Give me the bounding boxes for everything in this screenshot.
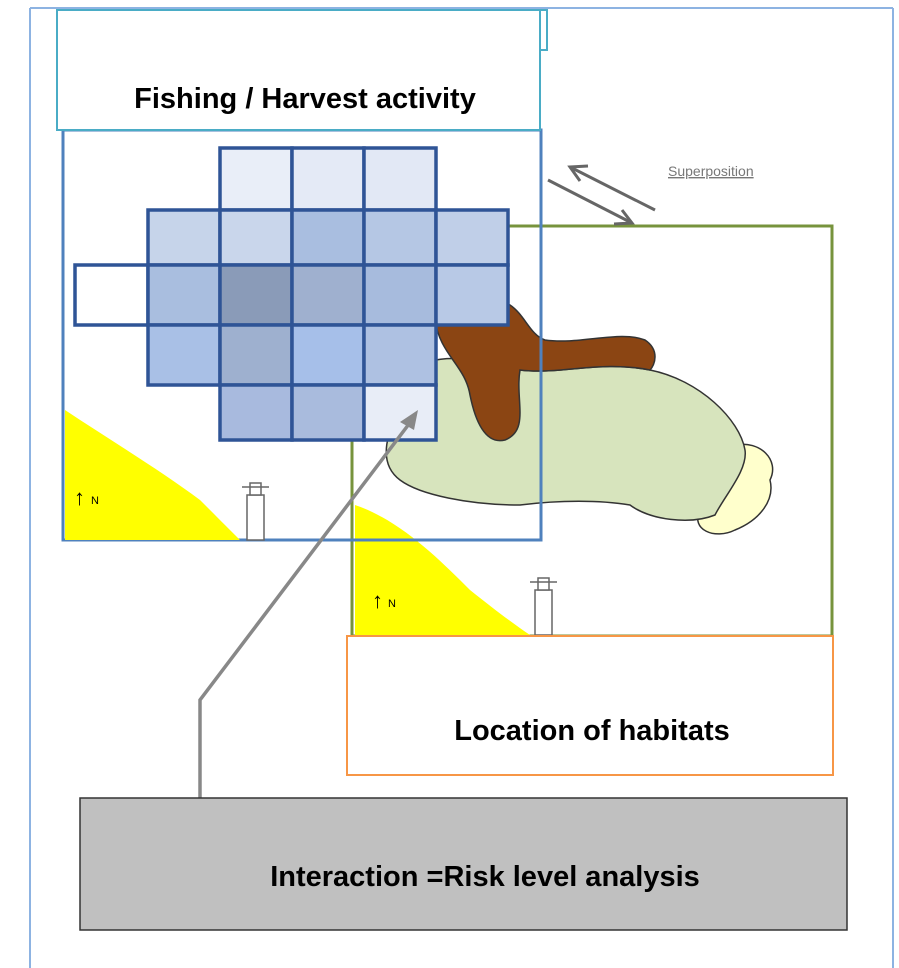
grid-cell: [290, 146, 366, 212]
north-arrow: ↑: [74, 485, 85, 510]
coast: [355, 505, 530, 635]
grid-cell: [73, 263, 150, 327]
interaction-label: Interaction =Risk level analysis: [270, 861, 700, 893]
coast: [65, 410, 240, 540]
outer-frame: [29, 7, 894, 968]
grid-cell: [146, 263, 222, 327]
grid-cell: [290, 383, 366, 442]
grid-cell: [362, 383, 438, 442]
grid-cell: [362, 323, 438, 387]
connector: [198, 418, 414, 800]
title: Fishing / Harvest activity: [134, 83, 476, 115]
habitat: [434, 299, 656, 442]
grid-cell: [218, 263, 294, 327]
grid-cell: [290, 208, 366, 267]
interaction-box: [79, 797, 848, 931]
grid-cell: [218, 208, 294, 267]
grid-cell: [362, 146, 438, 212]
habitats-label: Location of habitats: [454, 715, 730, 747]
north-arrow: ↑: [372, 588, 383, 613]
grid-cell: [218, 323, 294, 387]
grid-cell: [434, 208, 510, 267]
grid-cell: [434, 263, 510, 327]
north-label: N: [388, 598, 396, 610]
grid-cell: [146, 323, 222, 387]
grid-cell: [290, 323, 366, 387]
title-box: [56, 9, 541, 131]
habitats-box: [346, 635, 834, 776]
superposition-arrows: [547, 164, 656, 226]
connector-arrowhead: [400, 410, 418, 430]
grid-cell: [218, 383, 294, 442]
grid-cell: [362, 263, 438, 327]
grid-cell: [218, 146, 294, 212]
superposition-label: Superposition: [668, 163, 754, 179]
grid-cell: [290, 263, 366, 327]
grid-cell: [362, 208, 438, 267]
fishing-grid: [73, 146, 510, 442]
north-label: N: [91, 495, 99, 507]
lighthouse: [242, 482, 269, 541]
grid-cell: [146, 208, 222, 267]
